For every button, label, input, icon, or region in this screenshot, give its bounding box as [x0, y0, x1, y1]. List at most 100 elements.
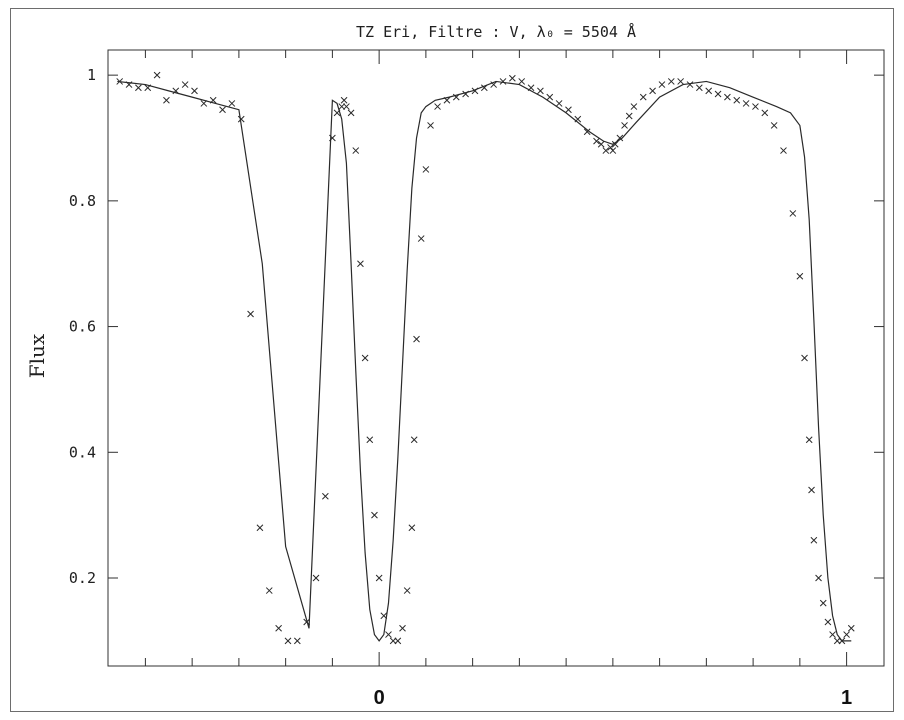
data-point-103: [847, 624, 855, 632]
data-point-94: [808, 486, 815, 494]
model-curve-layer: [117, 80, 852, 642]
data-point-55: [509, 74, 516, 82]
data-point-102: [843, 631, 850, 638]
data-point-44: [417, 235, 425, 242]
data-point-85: [742, 100, 750, 107]
data-point-65: [597, 140, 605, 148]
data-point-57: [527, 84, 535, 92]
data-point-6: [172, 87, 180, 95]
data-point-93: [805, 436, 813, 444]
data-point-26: [340, 96, 348, 104]
data-point-78: [677, 78, 685, 85]
data-point-4: [153, 71, 161, 79]
chart-frame: [10, 8, 894, 712]
data-point-86: [752, 103, 759, 110]
data-point-89: [780, 147, 787, 154]
data-point-28: [347, 109, 355, 117]
data-point-68: [609, 147, 617, 154]
y-tick-label-1: 0.4: [69, 443, 96, 461]
data-point-101: [838, 637, 846, 645]
data-point-35: [380, 612, 388, 620]
data-point-72: [625, 112, 633, 120]
data-point-56: [518, 78, 526, 85]
data-point-95: [810, 536, 818, 544]
data-point-59: [546, 93, 554, 101]
data-point-82: [714, 90, 722, 98]
model-line: [117, 80, 852, 642]
data-point-75: [649, 87, 656, 95]
data-point-42: [410, 436, 418, 444]
data-point-5: [163, 96, 170, 104]
data-point-62: [574, 115, 582, 123]
data-point-76: [658, 81, 666, 88]
data-point-2: [135, 84, 142, 92]
x-tick-label-1: 1: [841, 687, 852, 709]
data-point-16: [265, 587, 273, 594]
data-points-layer: [116, 71, 855, 645]
data-point-30: [357, 260, 364, 268]
x-tick-label-0: 0: [374, 687, 385, 709]
data-point-17: [275, 624, 282, 632]
data-point-98: [824, 618, 832, 626]
y-tick-label-2: 0.6: [69, 318, 96, 336]
data-point-22: [322, 492, 329, 500]
data-point-43: [413, 335, 420, 343]
data-point-61: [565, 106, 572, 114]
plot-area: [107, 49, 885, 667]
data-point-52: [480, 84, 488, 92]
data-point-40: [403, 587, 411, 594]
data-point-88: [770, 122, 778, 129]
data-point-53: [490, 81, 498, 88]
y-axis-label: Flux: [25, 333, 49, 378]
data-point-15: [256, 524, 264, 532]
data-point-1: [125, 81, 133, 88]
y-tick-label-3: 0.8: [69, 192, 96, 210]
data-point-48: [443, 96, 451, 104]
data-point-96: [815, 574, 822, 582]
data-point-60: [555, 100, 563, 107]
data-point-90: [789, 210, 797, 217]
data-point-20: [303, 618, 311, 626]
data-point-47: [434, 103, 441, 110]
data-point-33: [371, 511, 378, 519]
data-point-39: [399, 624, 406, 632]
data-point-11: [219, 106, 226, 114]
data-point-7: [181, 81, 189, 88]
data-point-14: [247, 310, 254, 318]
data-point-41: [408, 524, 416, 532]
data-point-99: [829, 631, 836, 638]
data-point-29: [352, 147, 360, 154]
data-point-49: [452, 93, 460, 101]
data-point-50: [462, 90, 469, 98]
data-point-70: [616, 134, 624, 142]
data-point-0: [116, 78, 124, 85]
data-point-79: [686, 81, 694, 88]
data-point-13: [237, 115, 245, 123]
data-point-3: [144, 84, 152, 92]
data-point-19: [293, 637, 301, 645]
data-point-45: [422, 166, 430, 173]
data-point-46: [427, 122, 434, 129]
chart-title: TZ Eri, Filtre : V, λ₀ = 5504 Å: [356, 22, 636, 41]
data-point-32: [366, 436, 374, 444]
data-point-73: [630, 103, 638, 110]
data-point-23: [329, 134, 336, 142]
data-point-97: [819, 599, 827, 607]
data-point-10: [209, 96, 217, 104]
data-point-12: [228, 100, 236, 107]
data-point-34: [375, 574, 383, 582]
data-point-18: [284, 637, 292, 645]
data-point-27: [343, 103, 350, 110]
data-point-87: [761, 109, 769, 117]
data-point-91: [796, 272, 804, 280]
data-point-67: [607, 144, 614, 151]
data-point-51: [471, 87, 479, 95]
data-point-84: [733, 96, 741, 104]
data-point-8: [191, 87, 198, 95]
data-point-83: [724, 93, 731, 101]
data-point-36: [385, 631, 392, 638]
data-point-38: [394, 637, 402, 645]
data-point-54: [499, 78, 507, 85]
